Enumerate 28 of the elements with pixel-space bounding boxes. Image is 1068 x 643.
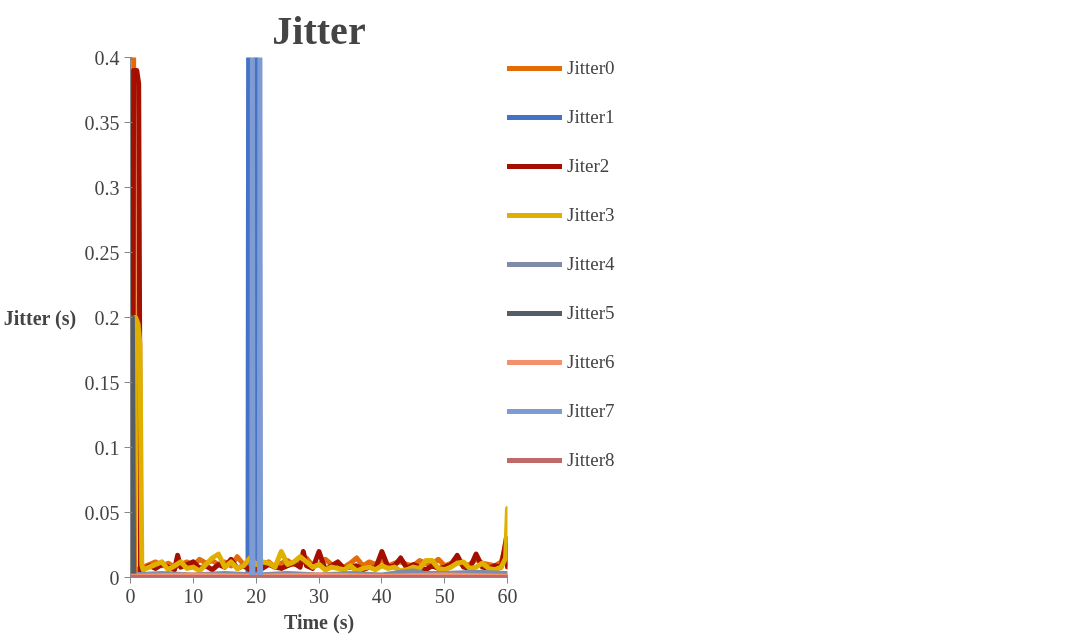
- x-tick-label: 50: [434, 584, 455, 607]
- y-tick-label: 0.1: [94, 436, 120, 459]
- legend-label: Jitter6: [567, 351, 615, 373]
- legend-label: Jitter8: [567, 449, 615, 471]
- x-axis-title: Time (s): [283, 610, 355, 634]
- legend-label: Jiter2: [567, 155, 610, 177]
- x-tick-label: 60: [497, 584, 518, 607]
- y-tick-label: 0.4: [94, 46, 120, 69]
- y-tick-label: 0.2: [94, 306, 120, 329]
- x-tick-label: 40: [371, 584, 392, 607]
- y-tick-label: 0.05: [84, 501, 120, 524]
- y-tick-label: 0.3: [94, 176, 120, 199]
- x-tick-label: 10: [183, 584, 204, 607]
- x-tick-label: 0: [125, 584, 136, 607]
- y-axis-title: Jitter (s): [3, 306, 77, 330]
- x-tick-label: 30: [309, 584, 329, 607]
- legend-label: Jitter7: [567, 400, 615, 422]
- chart-title: Jitter: [272, 7, 366, 53]
- legend-label: Jitter0: [567, 57, 615, 79]
- y-tick-label: 0.25: [84, 241, 120, 264]
- legend-label: Jitter1: [567, 106, 615, 128]
- legend-label: Jitter3: [567, 204, 615, 226]
- legend-label: Jitter5: [567, 302, 615, 324]
- y-tick-label: 0: [109, 566, 120, 589]
- y-tick-label: 0.35: [84, 111, 120, 134]
- y-tick-label: 0.15: [84, 371, 120, 394]
- x-tick-label: 20: [246, 584, 267, 607]
- legend-label: Jitter4: [567, 253, 615, 275]
